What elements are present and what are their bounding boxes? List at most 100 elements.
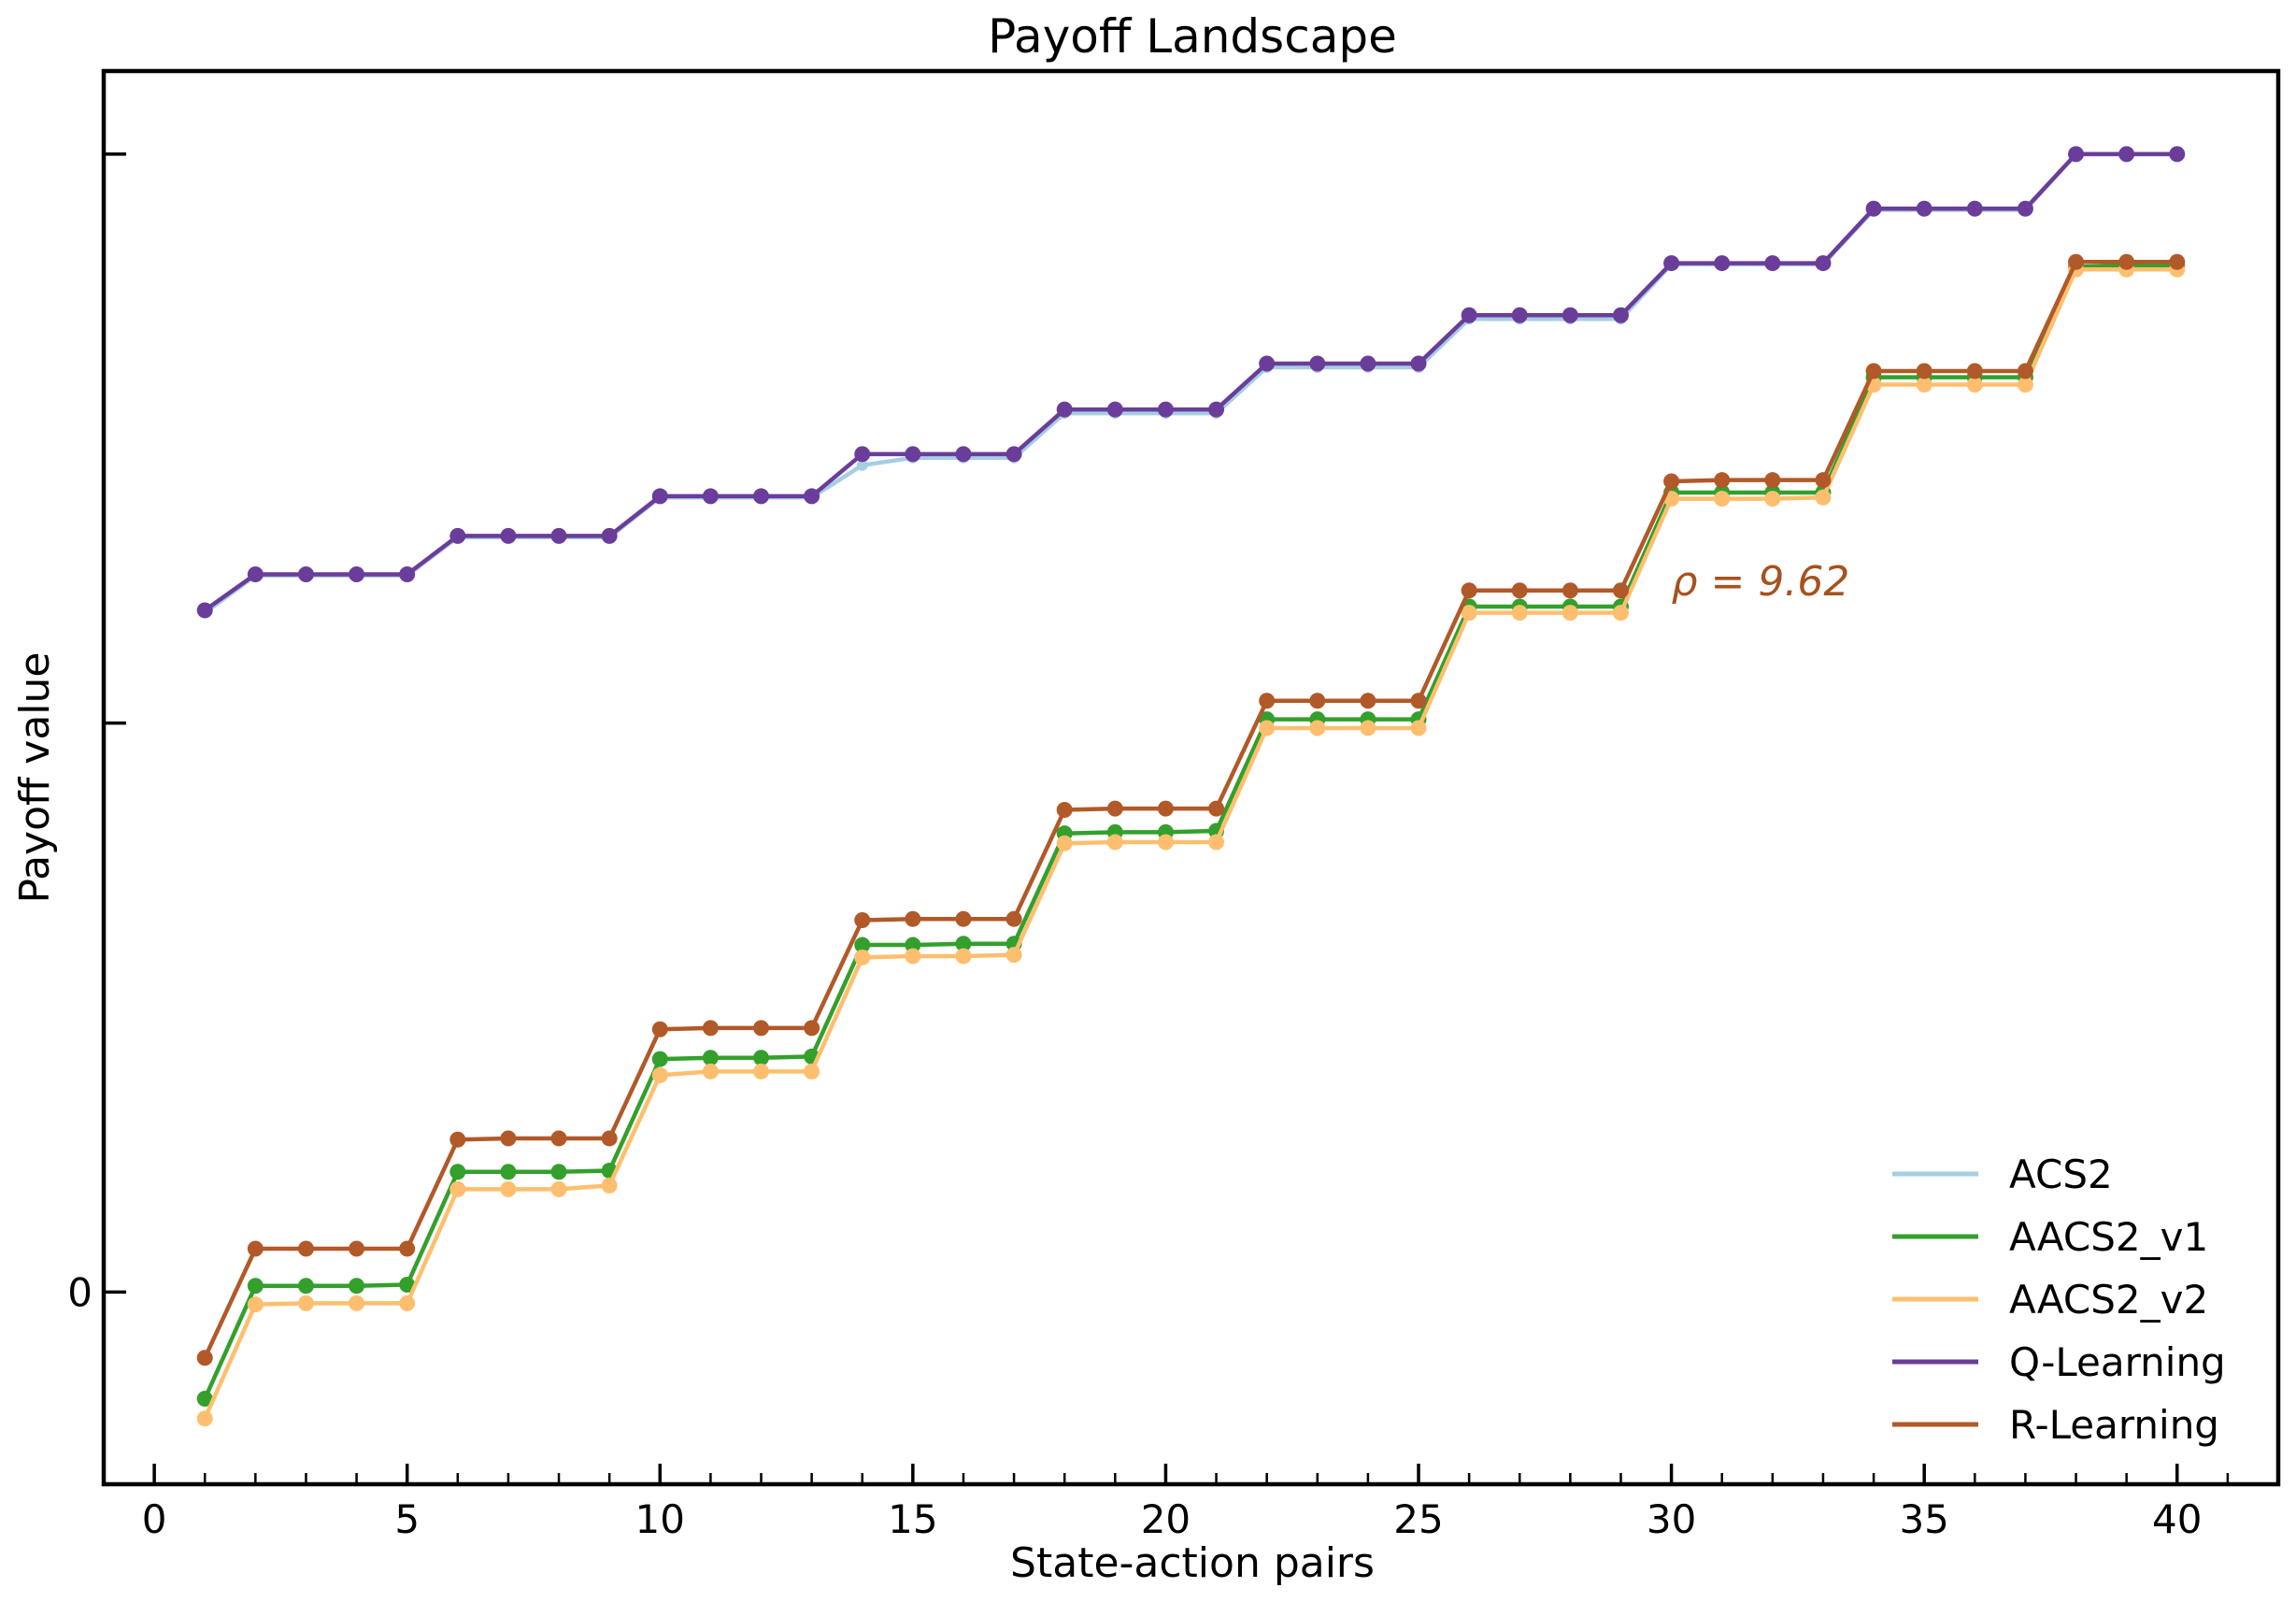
data-point-aacs2-v2 <box>753 1063 770 1080</box>
data-point-q-learning <box>550 527 567 544</box>
data-point-r-learning <box>651 1021 668 1037</box>
data-point-aacs2-v2 <box>1916 377 1932 393</box>
legend-label-aacs2-v1: AACS2_v1 <box>2009 1214 2208 1260</box>
data-point-q-learning <box>1157 401 1174 418</box>
series-line-r-learning <box>203 260 2177 1359</box>
x-tick-label: 0 <box>142 1496 167 1542</box>
data-point-q-learning <box>2068 146 2085 163</box>
x-tick-label: 25 <box>1393 1496 1443 1542</box>
x-tick-label: 5 <box>394 1496 420 1542</box>
data-point-aacs2-v1 <box>550 1164 567 1180</box>
data-point-aacs2-v2 <box>1106 834 1123 851</box>
x-tick-label: 15 <box>888 1496 937 1542</box>
data-point-q-learning <box>399 565 416 582</box>
data-point-q-learning <box>854 446 871 463</box>
series-q-learning <box>196 146 2186 619</box>
data-point-r-learning <box>1259 693 1276 709</box>
data-point-aacs2-v1 <box>196 1390 213 1407</box>
data-point-aacs2-v1 <box>702 1050 719 1066</box>
data-point-q-learning <box>1259 355 1276 372</box>
data-point-aacs2-v2 <box>349 1294 365 1311</box>
data-point-q-learning <box>1714 255 1731 272</box>
data-point-r-learning <box>1865 363 1882 379</box>
data-point-q-learning <box>1663 255 1680 272</box>
data-point-q-learning <box>1005 446 1022 463</box>
data-point-aacs2-v2 <box>1764 491 1781 508</box>
data-point-q-learning <box>1815 255 1832 272</box>
data-point-aacs2-v2 <box>196 1410 213 1427</box>
data-point-q-learning <box>1562 307 1578 323</box>
legend-label-acs2: ACS2 <box>2009 1151 2113 1197</box>
legend: ACS2 AACS2_v1 AACS2_v2 Q-Learning R-Learning <box>1892 1151 2226 1448</box>
data-point-aacs2-v2 <box>1714 491 1731 508</box>
data-point-r-learning <box>1562 582 1578 599</box>
data-point-q-learning <box>905 446 921 463</box>
data-point-aacs2-v1 <box>449 1164 466 1180</box>
data-point-q-learning <box>500 527 517 544</box>
data-point-aacs2-v2 <box>1360 720 1376 737</box>
legend-label-q-learning: Q-Learning <box>2009 1339 2226 1385</box>
data-point-aacs2-v2 <box>651 1066 668 1083</box>
legend-label-r-learning: R-Learning <box>2009 1402 2219 1448</box>
data-point-r-learning <box>1966 363 1983 379</box>
data-point-r-learning <box>1764 472 1781 489</box>
data-point-r-learning <box>601 1130 618 1147</box>
data-point-r-learning <box>247 1240 264 1257</box>
data-point-q-learning <box>753 488 770 505</box>
data-point-aacs2-v2 <box>399 1294 416 1311</box>
data-point-aacs2-v2 <box>905 948 921 965</box>
data-point-aacs2-v2 <box>702 1063 719 1080</box>
data-point-q-learning <box>2118 146 2135 163</box>
series-layer <box>196 146 2186 1427</box>
data-point-r-learning <box>2118 253 2135 270</box>
data-point-r-learning <box>854 912 871 929</box>
data-point-r-learning <box>1005 910 1022 927</box>
data-point-r-learning <box>1815 472 1832 489</box>
x-axis-label: State-action pairs <box>1010 1539 1375 1587</box>
rho-annotation: ρ = 9.62 <box>1672 558 1850 606</box>
data-point-r-learning <box>1916 363 1932 379</box>
data-point-aacs2-v1 <box>651 1051 668 1067</box>
x-tick-label: 20 <box>1141 1496 1191 1542</box>
series-aacs2-v2 <box>196 261 2186 1427</box>
data-point-q-learning <box>1360 355 1376 372</box>
data-point-r-learning <box>1461 582 1477 599</box>
data-point-q-learning <box>601 527 618 544</box>
data-point-r-learning <box>196 1350 213 1366</box>
data-point-aacs2-v2 <box>1461 605 1477 622</box>
data-point-aacs2-v1 <box>399 1276 416 1293</box>
data-point-q-learning <box>1916 200 1932 217</box>
data-point-r-learning <box>1106 800 1123 817</box>
data-point-r-learning <box>1208 800 1225 817</box>
x-tick-label: 30 <box>1647 1496 1696 1542</box>
data-point-aacs2-v2 <box>1511 605 1528 622</box>
data-point-aacs2-v1 <box>247 1278 264 1294</box>
series-line-aacs2-v2 <box>203 266 2177 1420</box>
data-point-aacs2-v2 <box>854 949 871 965</box>
data-point-r-learning <box>1360 693 1376 709</box>
data-point-r-learning <box>2017 363 2033 379</box>
data-point-aacs2-v2 <box>1562 605 1578 622</box>
data-point-r-learning <box>2068 253 2085 270</box>
x-tick-label: 10 <box>635 1496 685 1542</box>
data-point-aacs2-v2 <box>1157 834 1174 851</box>
data-point-aacs2-v2 <box>1259 720 1276 737</box>
data-point-r-learning <box>449 1131 466 1148</box>
y-tick-label: 0 <box>67 1269 93 1315</box>
series-line-aacs2-v1 <box>203 263 2177 1400</box>
data-point-aacs2-v1 <box>905 937 921 953</box>
data-point-r-learning <box>500 1130 517 1147</box>
data-point-r-learning <box>955 910 972 927</box>
data-point-q-learning <box>1865 200 1882 217</box>
data-point-aacs2-v2 <box>247 1296 264 1313</box>
data-point-acs2 <box>856 459 868 471</box>
data-point-aacs2-v2 <box>1410 720 1427 737</box>
data-point-q-learning <box>702 488 719 505</box>
series-aacs2-v1 <box>196 257 2186 1407</box>
data-point-q-learning <box>1612 307 1629 323</box>
data-point-q-learning <box>1208 401 1225 418</box>
data-point-r-learning <box>1056 801 1073 818</box>
data-point-q-learning <box>651 488 668 505</box>
data-point-q-learning <box>2169 146 2186 163</box>
